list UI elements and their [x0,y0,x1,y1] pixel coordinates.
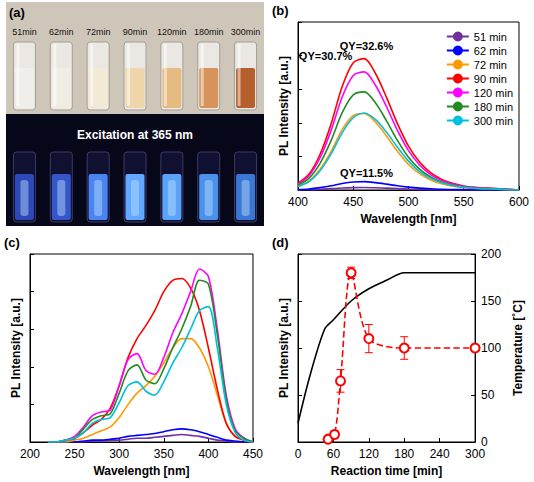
svg-text:72 min: 72 min [474,59,507,71]
svg-text:Excitation at 365 nm: Excitation at 365 nm [77,128,193,142]
svg-text:300: 300 [109,447,129,461]
svg-text:(a): (a) [9,5,25,20]
svg-text:50: 50 [481,388,495,402]
svg-text:PL Intensity [a.u.]: PL Intensity [a.u.] [277,298,291,398]
svg-text:62 min: 62 min [474,45,507,57]
svg-text:300: 300 [465,447,485,461]
svg-text:QY=11.5%: QY=11.5% [340,167,393,179]
svg-text:QY=30.7%: QY=30.7% [299,50,353,62]
svg-text:90min: 90min [123,27,148,37]
svg-text:(d): (d) [272,235,289,250]
svg-text:Wavelength [nm]: Wavelength [nm] [93,464,189,478]
svg-text:62min: 62min [49,27,74,37]
svg-text:180 min: 180 min [474,101,513,113]
svg-text:60: 60 [327,447,341,461]
svg-text:400: 400 [198,447,218,461]
svg-text:72min: 72min [86,27,111,37]
svg-text:100: 100 [481,341,501,355]
svg-text:350: 350 [154,447,174,461]
svg-text:240: 240 [430,447,450,461]
svg-text:120 min: 120 min [474,87,513,99]
svg-text:51 min: 51 min [474,31,507,43]
svg-text:400: 400 [288,195,308,209]
svg-text:0: 0 [295,447,302,461]
svg-text:(b): (b) [272,3,289,18]
svg-text:120min: 120min [157,27,187,37]
svg-text:Temperature [˚C]: Temperature [˚C] [511,300,525,396]
svg-text:550: 550 [454,195,474,209]
svg-text:120: 120 [359,447,379,461]
svg-text:450: 450 [343,195,363,209]
svg-text:200: 200 [481,247,501,261]
svg-text:QY=32.6%: QY=32.6% [339,39,394,52]
svg-text:PL Intensity [a.u.]: PL Intensity [a.u.] [9,298,23,398]
svg-text:200: 200 [20,447,40,461]
svg-text:(c): (c) [4,235,20,250]
svg-text:PL Intensity [a.u.]: PL Intensity [a.u.] [277,56,291,156]
svg-text:250: 250 [65,447,85,461]
svg-text:Reaction time [min]: Reaction time [min] [331,464,442,478]
svg-text:500: 500 [398,195,418,209]
svg-text:90 min: 90 min [474,73,507,85]
svg-text:180: 180 [394,447,414,461]
svg-text:180min: 180min [194,27,224,37]
svg-text:300 min: 300 min [474,115,513,127]
svg-text:450: 450 [243,447,263,461]
svg-text:Wavelength [nm]: Wavelength [nm] [360,212,456,226]
svg-text:600: 600 [509,195,529,209]
svg-text:0: 0 [481,435,488,449]
svg-text:51min: 51min [12,27,37,37]
svg-text:150: 150 [481,294,501,308]
svg-text:300min: 300min [231,27,261,37]
